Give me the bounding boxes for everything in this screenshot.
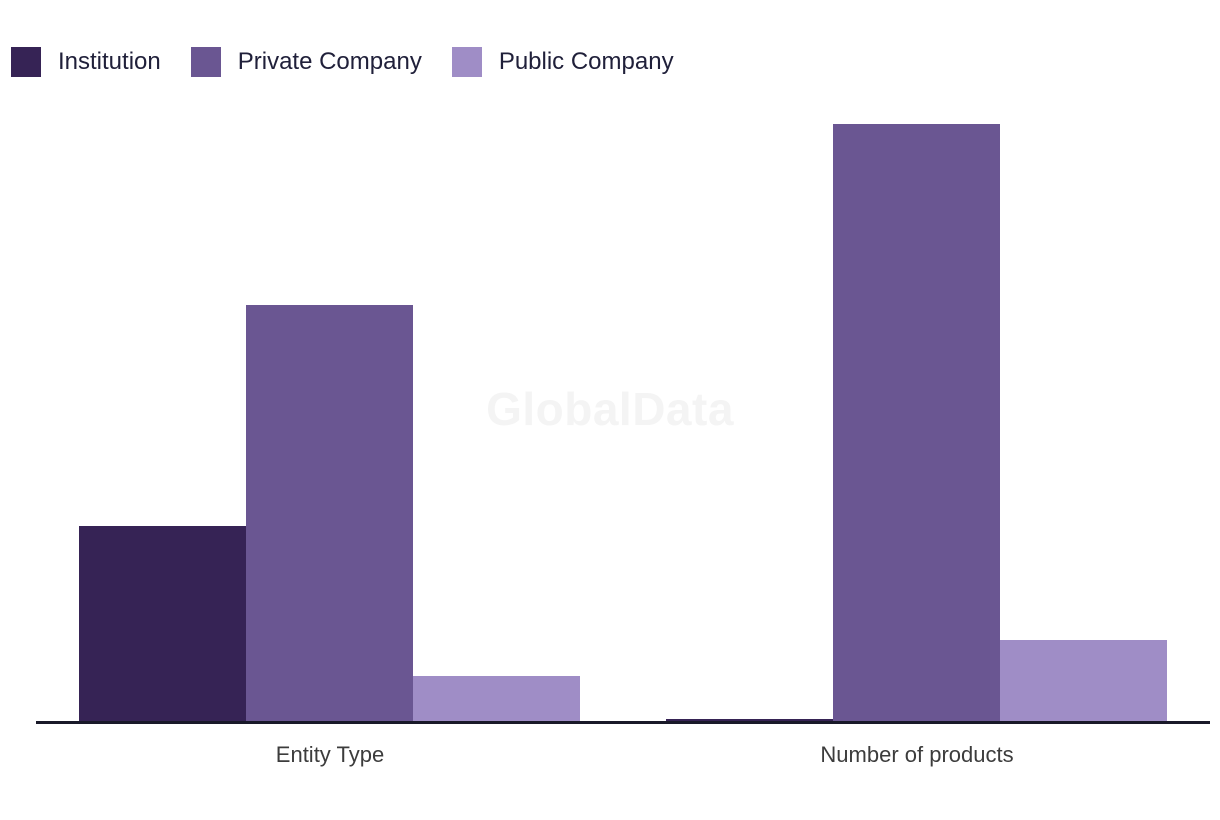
legend-swatch-public-company bbox=[451, 47, 482, 77]
legend-item-institution[interactable]: Institution bbox=[11, 47, 161, 77]
legend-label: Institution bbox=[58, 48, 161, 75]
legend-swatch-institution bbox=[11, 47, 41, 77]
legend-item-private-company[interactable]: Private Company bbox=[190, 47, 422, 77]
legend-label: Public Company bbox=[498, 48, 674, 75]
legend-swatch-private-company bbox=[190, 47, 221, 77]
globaldata-watermark: GlobalData bbox=[486, 383, 734, 435]
bar-public-company-entity-type bbox=[413, 676, 580, 723]
bar-private-company-entity-type bbox=[246, 305, 413, 723]
legend-label: Private Company bbox=[237, 48, 422, 75]
bar-institution-entity-type bbox=[79, 526, 246, 723]
x-axis-label-entity-type: Entity Type bbox=[275, 742, 385, 767]
legend-item-public-company[interactable]: Public Company bbox=[451, 47, 674, 77]
bar-private-company-number-of-products bbox=[833, 124, 1000, 723]
x-axis-label-number-of-products: Number of products bbox=[820, 742, 1014, 767]
x-axis-line bbox=[36, 721, 1210, 724]
legend: Institution Private Company Public Company bbox=[11, 47, 674, 77]
bar-public-company-number-of-products bbox=[1000, 640, 1167, 723]
